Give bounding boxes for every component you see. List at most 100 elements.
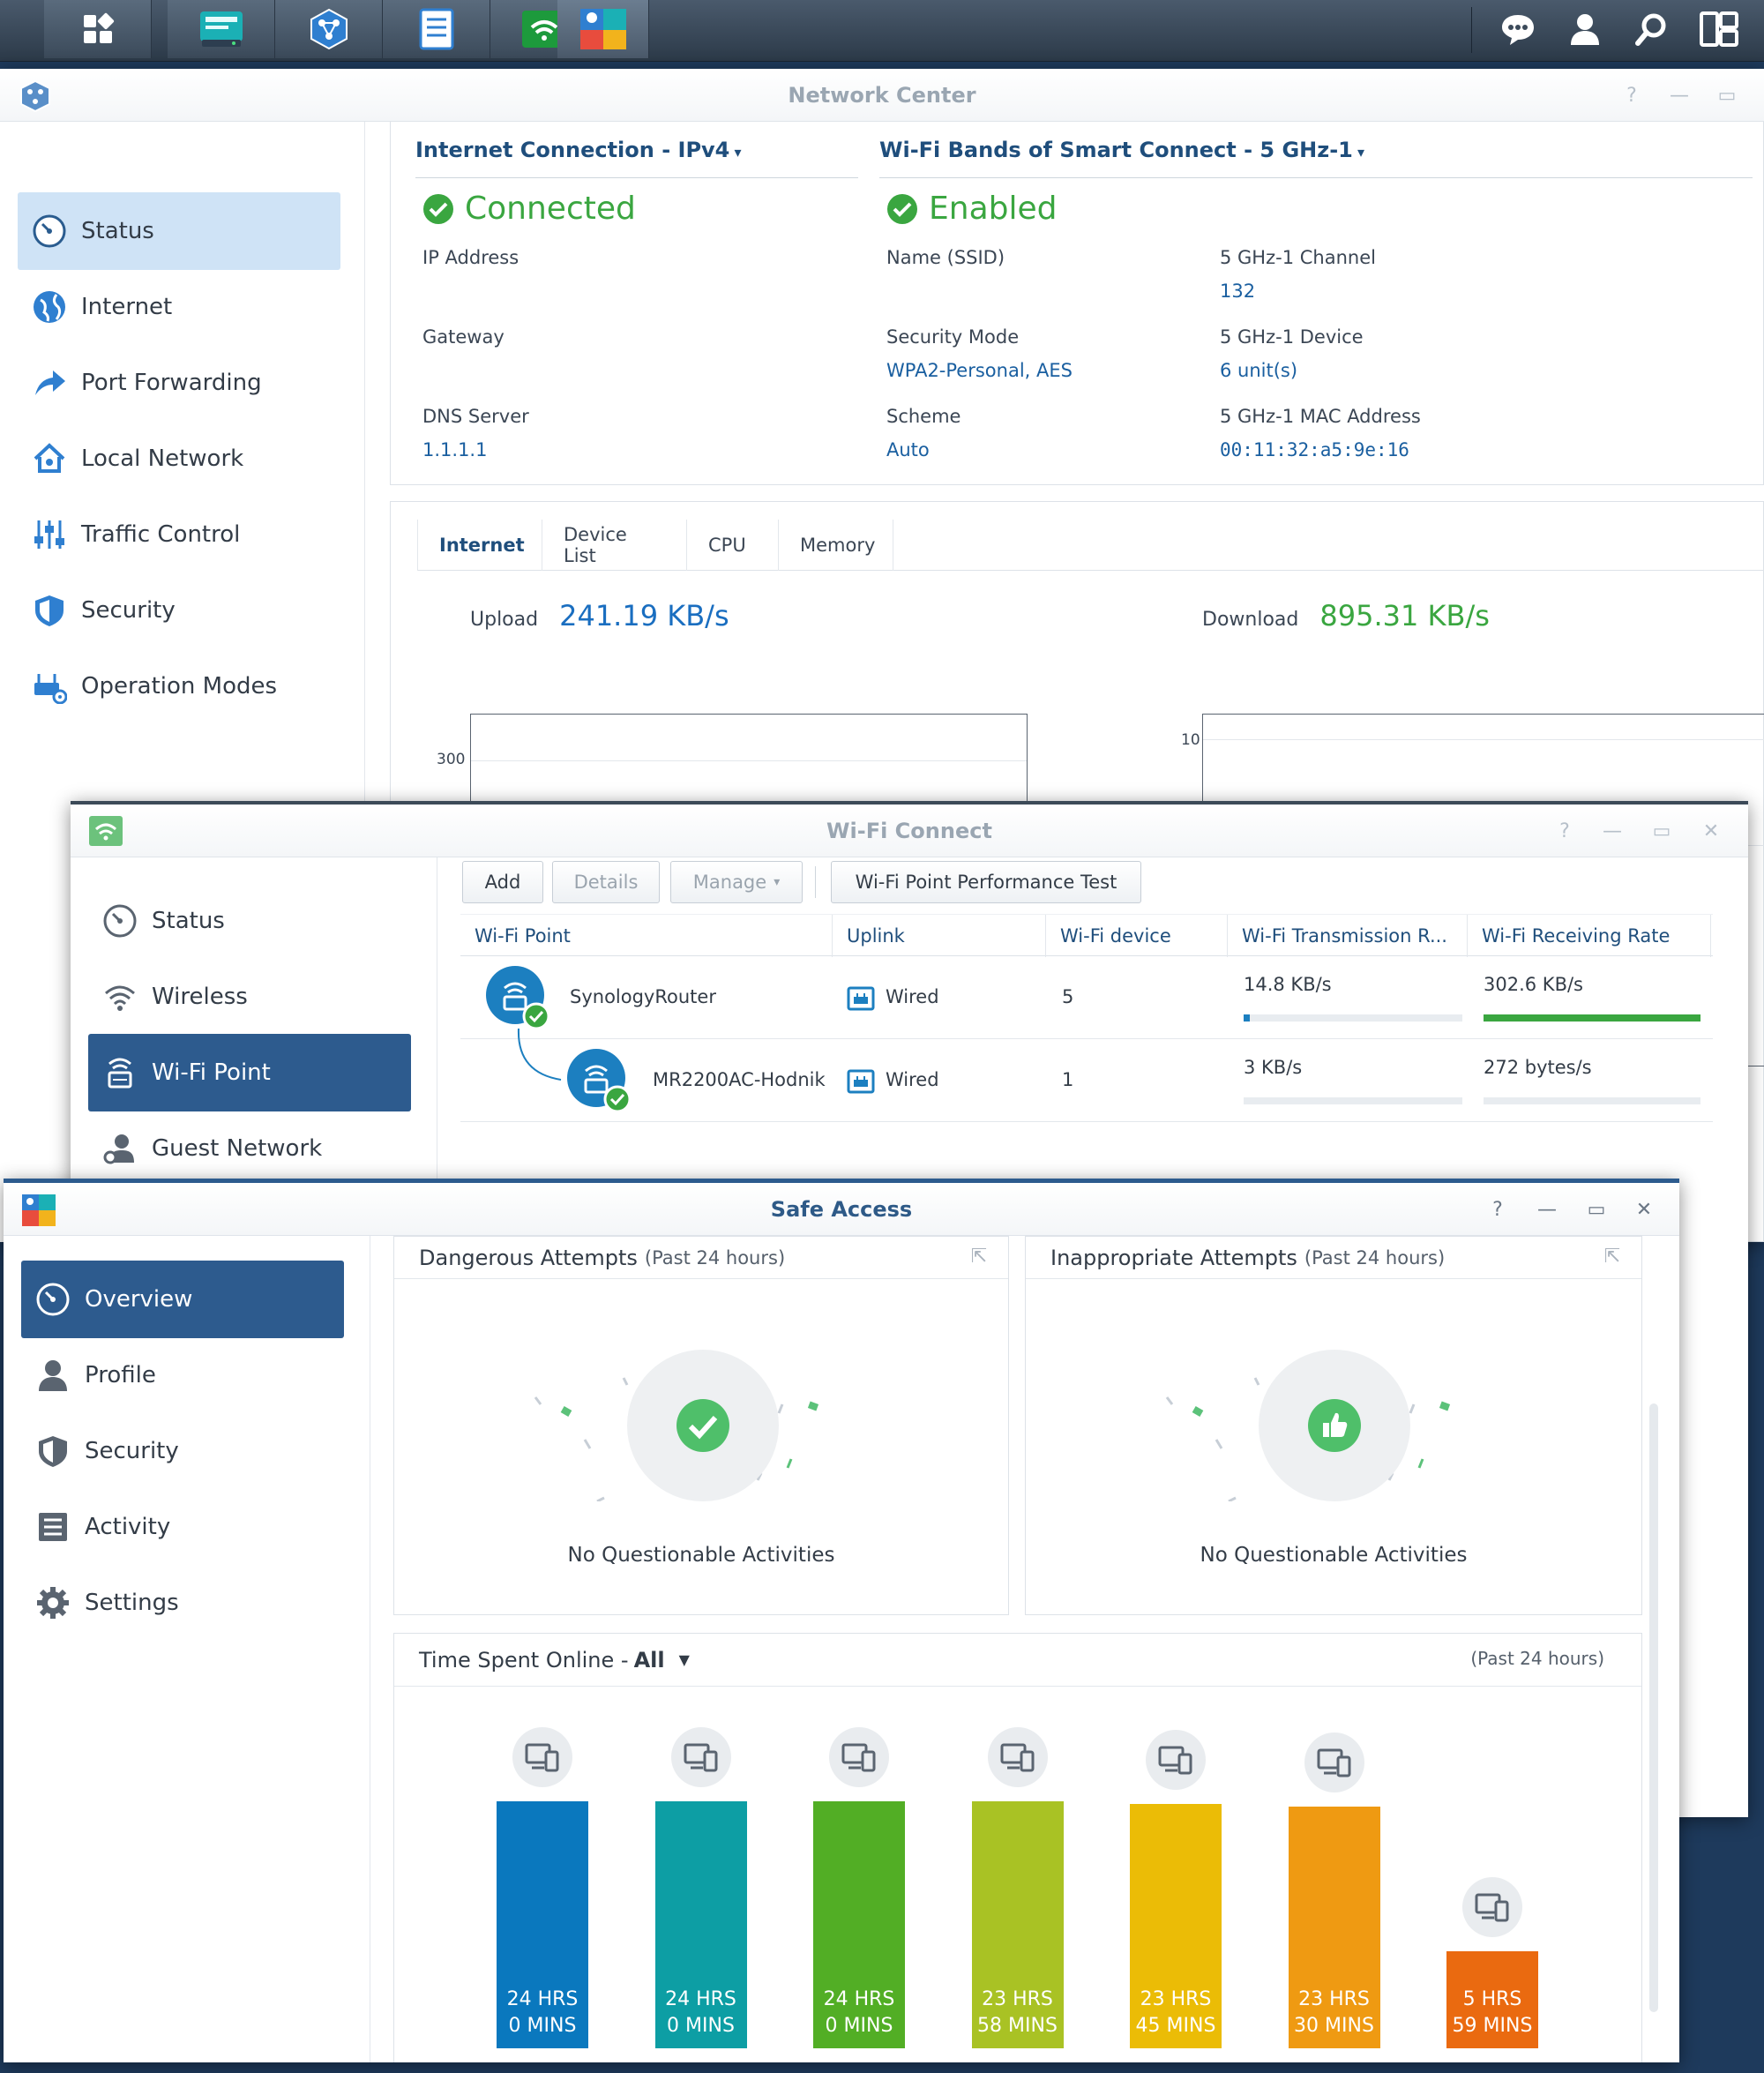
- time-bar[interactable]: 23 HRS 30 MINS: [1288, 1807, 1380, 2048]
- device-avatar[interactable]: [1146, 1730, 1206, 1790]
- device-avatar[interactable]: [987, 1727, 1048, 1787]
- device-count-label: 5 GHz-1 Device: [1220, 326, 1364, 348]
- close-button[interactable]: ✕: [1635, 1198, 1653, 1221]
- column-header-wifi-point[interactable]: Wi-Fi Point: [460, 915, 833, 957]
- column-header-uplink[interactable]: Uplink: [833, 915, 1046, 957]
- sidebar-item-overview[interactable]: Overview: [21, 1261, 344, 1338]
- column-header-transmission-rate[interactable]: Wi-Fi Transmission R...: [1228, 915, 1468, 957]
- sidebar-item-label: Port Forwarding: [81, 370, 262, 396]
- wired-icon: [847, 986, 875, 1011]
- sidebar-item-internet[interactable]: Internet: [18, 268, 340, 346]
- time-bar[interactable]: 5 HRS 59 MINS: [1446, 1951, 1538, 2048]
- status-message: No Questionable Activities: [567, 1544, 835, 1567]
- user-button[interactable]: [1558, 0, 1612, 58]
- minutes-label: 0 MINS: [825, 2015, 893, 2037]
- wifi-connect-titlebar[interactable]: Wi-Fi Connect ? — ▭ ✕: [71, 805, 1748, 857]
- safe-access-titlebar[interactable]: Safe Access ? — ▭ ✕: [4, 1183, 1679, 1236]
- close-button[interactable]: ✕: [1702, 819, 1720, 842]
- details-button[interactable]: Details: [552, 861, 660, 903]
- manage-button[interactable]: Manage ▾: [670, 861, 803, 903]
- home-icon: [34, 443, 65, 473]
- main-menu-button[interactable]: [44, 0, 152, 58]
- list-icon: [39, 1513, 67, 1541]
- sidebar-item-guest-network[interactable]: Guest Network: [88, 1110, 411, 1187]
- chat-button[interactable]: [1491, 0, 1545, 58]
- status-panel: Internet Connection - IPv4 ▾ Connected I…: [390, 122, 1764, 485]
- help-button[interactable]: ?: [1492, 1198, 1503, 1221]
- sidebar-item-settings[interactable]: Settings: [21, 1564, 344, 1642]
- sidebar-item-wireless[interactable]: Wireless: [88, 958, 411, 1036]
- table-row[interactable]: MR2200AC-Hodnik Wired 1 3 KB/s 272 bytes…: [460, 1039, 1713, 1122]
- minutes-label: 0 MINS: [667, 2015, 735, 2037]
- time-bar[interactable]: 24 HRS 0 MINS: [654, 1801, 747, 2048]
- uplink-value: Wired: [886, 1069, 939, 1090]
- performance-test-button[interactable]: Wi-Fi Point Performance Test: [831, 861, 1141, 903]
- device-avatar[interactable]: [1304, 1732, 1364, 1792]
- filter-dropdown[interactable]: All: [633, 1647, 665, 1673]
- sidebar-item-status[interactable]: Status: [18, 192, 340, 270]
- time-bar-label: 24 HRS 0 MINS: [507, 1987, 579, 2039]
- card-title: Time Spent Online -: [419, 1647, 629, 1673]
- resource-monitor-button[interactable]: [168, 0, 275, 58]
- sidebar-item-profile[interactable]: Profile: [21, 1336, 344, 1414]
- hours-label: 23 HRS: [982, 1988, 1053, 2010]
- window-title: Wi-Fi Connect: [826, 819, 992, 843]
- help-button[interactable]: ?: [1626, 84, 1637, 107]
- wifi-bands-header[interactable]: Wi-Fi Bands of Smart Connect - 5 GHz-1 ▾: [879, 138, 1753, 178]
- gear-icon: [37, 1587, 69, 1619]
- monitor-tabs: Internet Device List CPU Memory: [417, 520, 1764, 571]
- transmission-rate-bar: [1244, 1014, 1462, 1022]
- tab-memory[interactable]: Memory: [779, 520, 893, 571]
- add-button[interactable]: Add: [462, 861, 543, 903]
- log-center-icon: [419, 8, 453, 50]
- minimize-button[interactable]: —: [1670, 84, 1689, 107]
- device-avatar[interactable]: [670, 1727, 731, 1787]
- sidebar-item-port-forwarding[interactable]: Port Forwarding: [18, 344, 340, 422]
- time-bar[interactable]: 24 HRS 0 MINS: [497, 1801, 588, 2048]
- sidebar-item-status[interactable]: Status: [88, 882, 411, 960]
- sidebar-item-wifi-point[interactable]: Wi-Fi Point: [88, 1034, 411, 1111]
- time-bar[interactable]: 23 HRS 45 MINS: [1130, 1804, 1222, 2048]
- sidebar-item-security[interactable]: Security: [18, 572, 340, 649]
- confetti-decoration: [534, 1377, 819, 1501]
- sidebar-item-activity[interactable]: Activity: [21, 1488, 344, 1566]
- internet-connection-header[interactable]: Internet Connection - IPv4 ▾: [415, 138, 858, 178]
- devices-icon: [525, 1743, 559, 1772]
- maximize-button[interactable]: ▭: [1717, 84, 1737, 107]
- uplink-value: Wired: [886, 986, 939, 1007]
- device-avatar[interactable]: [512, 1727, 572, 1787]
- chevron-down-icon[interactable]: ▼: [678, 1651, 690, 1668]
- safe-access-icon: [579, 9, 626, 49]
- scrollbar[interactable]: [1649, 1403, 1658, 2012]
- sidebar-item-local-network[interactable]: Local Network: [18, 420, 340, 498]
- network-center-titlebar[interactable]: Network Center ? — ▭: [0, 69, 1764, 122]
- sidebar-item-traffic-control[interactable]: Traffic Control: [18, 496, 340, 573]
- sidebar-item-security[interactable]: Security: [21, 1412, 344, 1490]
- time-bar-label: 5 HRS 59 MINS: [1453, 1987, 1533, 2039]
- router-icon: [567, 1049, 632, 1113]
- search-button[interactable]: [1625, 0, 1679, 58]
- tab-cpu[interactable]: CPU: [687, 520, 779, 571]
- device-avatar[interactable]: [1462, 1877, 1522, 1937]
- time-bar[interactable]: 23 HRS 58 MINS: [971, 1801, 1064, 2048]
- log-center-button[interactable]: [383, 0, 490, 58]
- expand-icon[interactable]: ⇱: [1603, 1246, 1620, 1268]
- expand-icon[interactable]: ⇱: [970, 1246, 987, 1268]
- column-header-receiving-rate[interactable]: Wi-Fi Receiving Rate: [1468, 915, 1711, 957]
- tab-device-list[interactable]: Device List: [542, 520, 687, 571]
- widgets-button[interactable]: [1692, 0, 1746, 58]
- column-header-wifi-device[interactable]: Wi-Fi device: [1046, 915, 1228, 957]
- maximize-button[interactable]: ▭: [1652, 819, 1671, 842]
- time-bar[interactable]: 24 HRS 0 MINS: [813, 1801, 905, 2048]
- minimize-button[interactable]: —: [1603, 819, 1622, 842]
- sidebar-item-operation-modes[interactable]: Operation Modes: [18, 647, 340, 725]
- minimize-button[interactable]: —: [1537, 1198, 1557, 1221]
- safe-access-button[interactable]: [557, 0, 649, 58]
- maximize-button[interactable]: ▭: [1587, 1198, 1606, 1221]
- help-button[interactable]: ?: [1559, 819, 1570, 842]
- tab-internet[interactable]: Internet: [417, 520, 542, 571]
- network-center-button[interactable]: [275, 0, 383, 58]
- mac-address-value: 00:11:32:a5:9e:16: [1220, 439, 1409, 460]
- table-row[interactable]: SynologyRouter Wired 5 14.8 KB/s 302.6 K…: [460, 956, 1713, 1039]
- device-avatar[interactable]: [829, 1727, 889, 1787]
